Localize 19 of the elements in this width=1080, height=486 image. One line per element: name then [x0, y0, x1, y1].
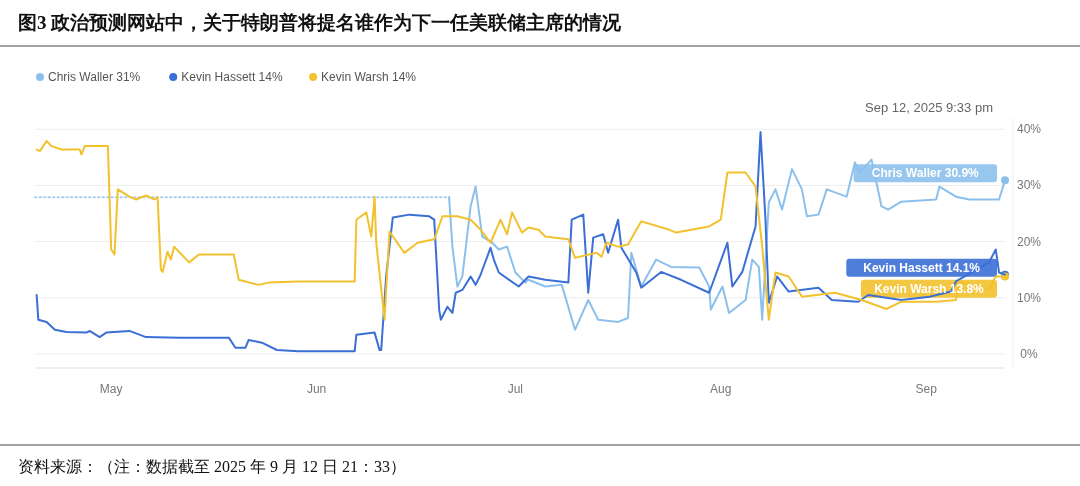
x-tick-label: Aug — [710, 382, 732, 396]
annotation: Chris Waller 30.9% — [871, 166, 980, 181]
y-tick-label: 0% — [1020, 346, 1038, 361]
y-tick-label: 40% — [1016, 122, 1042, 137]
text: Sep 12, 2025 9:33 pm — [865, 100, 993, 115]
text: 资料来源：（注：数据截至 2025 年 9 月 12 日 21：33） — [18, 458, 406, 475]
x-tick-label: Jul — [507, 382, 524, 396]
x-tick-label: Sep — [915, 382, 938, 396]
y-tick-label: 20% — [1016, 234, 1042, 249]
annotation: Kevin Hassett 14.1% — [863, 260, 981, 275]
legend-label: Chris Waller 31% — [48, 70, 141, 84]
y-tick-label: 30% — [1016, 178, 1042, 193]
chart-title: 图3 政治预测网站中，关于特朗普将提名谁作为下一任美联储主席的情况 — [18, 12, 623, 33]
x-tick-label: Jun — [306, 382, 327, 396]
point — [1001, 176, 1009, 185]
legend-label: Kevin Hassett 14% — [181, 70, 283, 84]
legend-label: Kevin Warsh 14% — [321, 70, 417, 84]
y-tick-label: 10% — [1016, 290, 1042, 305]
x-tick-label: May — [99, 382, 123, 396]
